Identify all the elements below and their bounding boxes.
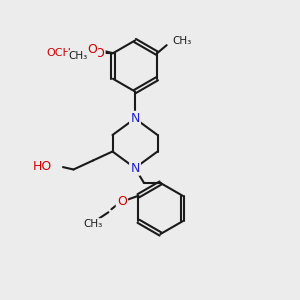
Text: O: O	[117, 195, 127, 208]
Text: CH₃: CH₃	[84, 219, 103, 229]
Text: CH₃: CH₃	[69, 51, 88, 61]
Text: N: N	[130, 112, 140, 125]
Text: CH₃: CH₃	[172, 36, 191, 46]
Text: OCH₃: OCH₃	[46, 48, 75, 58]
Text: N: N	[130, 161, 140, 175]
Text: O: O	[94, 47, 104, 60]
Text: O: O	[87, 43, 97, 56]
Text: HO: HO	[33, 160, 52, 173]
